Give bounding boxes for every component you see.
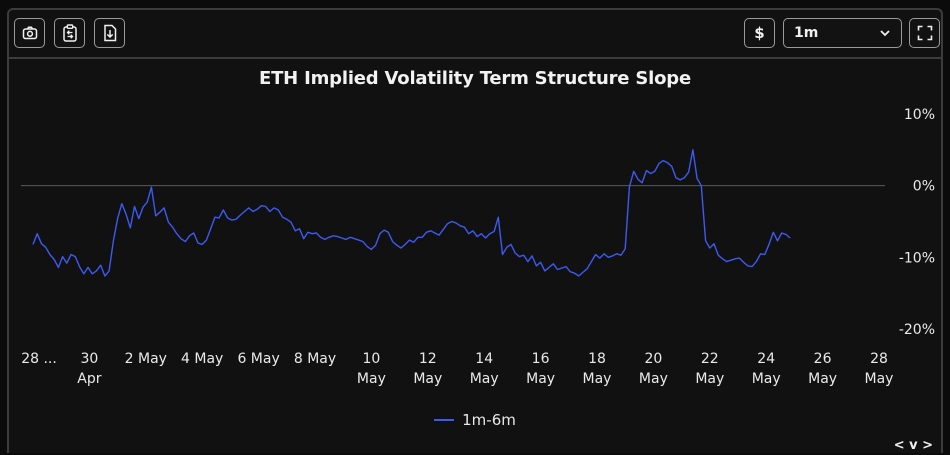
currency-label: $ [754,24,765,42]
x-tick-label: 20 May [639,351,668,387]
camera-button[interactable] [14,18,45,48]
chart-legend: 1m-6m [9,411,941,429]
x-tick-label: 14 May [470,351,499,387]
y-tick-label: -10% [899,250,935,266]
copy-to-clipboard-button[interactable] [54,18,85,48]
x-tick-label: 24 May [752,351,781,387]
x-tick-label: 28 ... [21,351,57,367]
x-tick-label: 18 May [583,351,612,387]
line-chart: 10% 0% -10% -20% 28 ... 30 Apr 2 May 4 May 6 May… [21,107,935,387]
range-select[interactable]: 1m [783,18,902,48]
clipboard-icon [62,24,77,42]
x-tick-label: 6 May [237,351,279,367]
fullscreen-icon [917,25,932,41]
x-tick-label: 2 May [125,351,167,367]
y-tick-label: -20% [899,322,935,338]
range-select-value: 1m [794,25,819,41]
series-line-1m-6m[interactable] [32,149,791,277]
x-tick-label: 12 May [413,351,442,387]
chart-title: ETH Implied Volatility Term Structure Sl… [259,68,691,89]
legend-swatch [434,419,455,421]
x-tick-label: 30 Apr [77,351,101,387]
chart-toolbar: $ 1m [9,10,941,59]
x-tick-label: 22 May [695,351,724,387]
legend-item-label[interactable]: 1m-6m [462,411,516,429]
x-tick-label: 28 May [865,351,894,387]
x-tick-label: 26 May [808,351,837,387]
camera-icon [22,26,37,40]
legend-pager[interactable]: < v > [893,438,933,453]
x-tick-label: 4 May [181,351,223,367]
chart-panel: $ 1m ETH Implied Volatility Term Structu… [7,8,943,453]
y-tick-label: 0% [913,179,935,195]
x-tick-label: 16 May [526,351,555,387]
file-download-icon [103,24,116,42]
y-tick-label: 10% [904,107,935,123]
currency-toggle-button[interactable]: $ [744,18,775,48]
download-button[interactable] [94,18,125,48]
x-tick-label: 8 May [294,351,336,367]
chevron-down-icon [880,30,890,37]
fullscreen-button[interactable] [909,18,940,48]
x-tick-label: 10 May [357,351,386,387]
